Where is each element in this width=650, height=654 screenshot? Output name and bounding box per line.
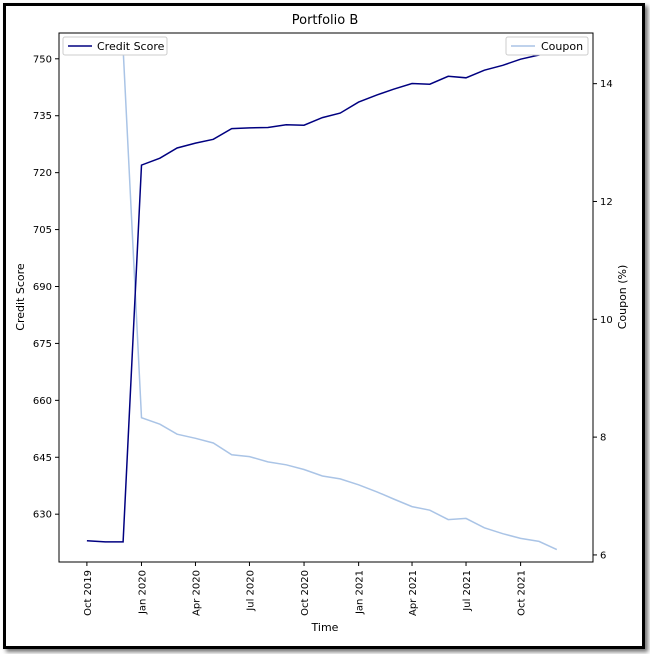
y-tick-label: 735: [33, 111, 52, 122]
legend-coupon-label: Coupon: [541, 40, 583, 53]
x-tick-label: Apr 2020: [192, 570, 203, 616]
y2-tick-label: 12: [600, 197, 613, 208]
y-axis-label: Credit Score: [14, 263, 27, 331]
legend-coupon[interactable]: Coupon: [505, 36, 589, 56]
y-tick-label: 675: [33, 339, 52, 350]
y-tick-label: 750: [33, 54, 52, 65]
legend-credit-score[interactable]: Credit Score: [62, 36, 168, 56]
y2-tick-label: 8: [600, 433, 606, 444]
y-tick-label: 705: [33, 225, 52, 236]
y2-tick-label: 10: [600, 315, 613, 326]
x-tick-label: Oct 2019: [83, 570, 94, 616]
x-tick-label: Jan 2021: [355, 570, 366, 615]
x-tick-label: Oct 2021: [517, 570, 528, 616]
y-tick-label: 630: [33, 510, 52, 521]
y2-axis-label: Coupon (%): [616, 265, 629, 330]
x-tick-label: Jul 2020: [246, 570, 257, 612]
y-tick-label: 720: [33, 168, 52, 179]
y-tick-label: 690: [33, 282, 52, 293]
series-line-coupon: [86, 45, 558, 551]
y-tick-label: 645: [33, 453, 52, 464]
chart-title: Portfolio B: [292, 13, 359, 28]
legend-credit-score-label: Credit Score: [97, 40, 165, 53]
x-tick-label: Jan 2020: [138, 570, 149, 615]
x-tick-label: Oct 2020: [300, 570, 311, 616]
y2-tick-label: 6: [600, 550, 606, 561]
y-tick-label: 660: [33, 396, 52, 407]
x-tick-label: Apr 2021: [408, 570, 419, 616]
x-axis-label: Time: [311, 621, 339, 634]
series-line-credit-score: [86, 48, 558, 543]
x-tick-label: Jul 2021: [462, 570, 473, 612]
y2-tick-label: 14: [600, 79, 613, 90]
plot-area: [58, 32, 594, 563]
